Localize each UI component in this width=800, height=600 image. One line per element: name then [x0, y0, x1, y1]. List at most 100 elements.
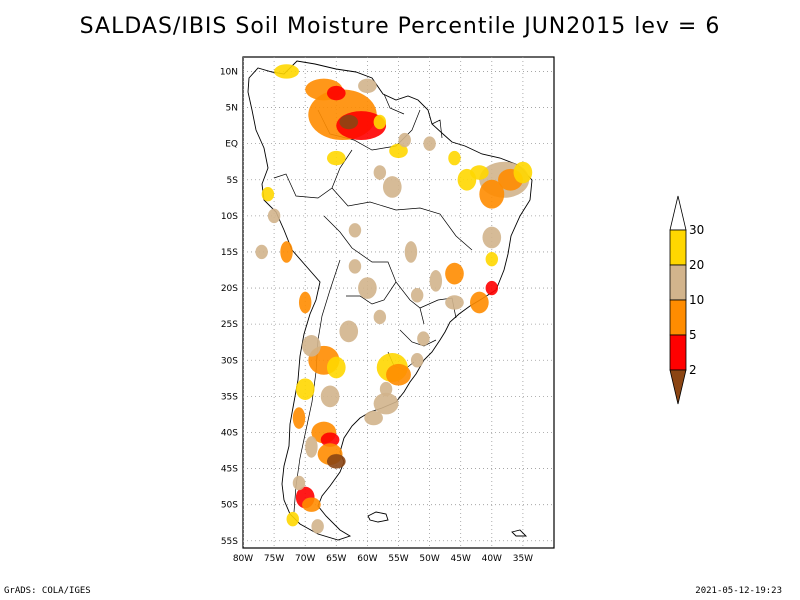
- moisture-patch: [302, 497, 321, 512]
- lat-tick-label: 10N: [220, 67, 238, 77]
- lon-tick-label: 35W: [513, 554, 533, 564]
- lon-tick-label: 80W: [233, 554, 253, 564]
- legend-label: 2: [689, 363, 697, 377]
- moisture-patch: [364, 410, 383, 426]
- moisture-patch: [339, 114, 359, 130]
- island-east: [511, 529, 528, 537]
- lon-tick-label: 65W: [326, 554, 346, 564]
- legend-bin-bottom: [669, 369, 687, 405]
- moisture-patch: [410, 288, 424, 303]
- moisture-patch: [302, 334, 321, 357]
- moisture-patch: [373, 165, 387, 180]
- moisture-patch: [373, 392, 399, 415]
- moisture-patch: [358, 78, 377, 94]
- moisture-patch: [423, 136, 436, 151]
- legend-bin-top: [669, 195, 687, 231]
- lat-tick-label: 5N: [226, 104, 238, 114]
- moisture-patch: [373, 114, 387, 130]
- moisture-patch: [274, 64, 299, 79]
- map-frame: [242, 56, 555, 549]
- colorbar-legend: 30 20 10 5 2: [669, 195, 704, 405]
- legend-bin: [669, 334, 687, 371]
- lat-tick-label: 15S: [221, 248, 238, 258]
- map-title: SALDAS/IBIS Soil Moisture Percentile JUN…: [79, 14, 721, 39]
- longitude-labels: 80W 75W 70W 65W 60W 55W 50W 45W 40W 35W: [233, 554, 533, 564]
- moisture-patch: [255, 244, 268, 260]
- latitude-labels: 10N 5N EQ 5S 10S 15S 20S 25S 30S 35S 40S 45S 50S 55S: [220, 67, 238, 546]
- moisture-patch: [485, 251, 499, 267]
- continent-group: [247, 60, 533, 541]
- lon-tick-label: 50W: [419, 554, 439, 564]
- lon-tick-label: 70W: [295, 554, 315, 564]
- legend-label: 30: [689, 223, 704, 237]
- lat-tick-label: 50S: [221, 501, 238, 511]
- moisture-patch: [326, 454, 346, 469]
- moisture-patch: [417, 331, 430, 346]
- moisture-patch: [267, 208, 281, 224]
- moisture-patch: [298, 291, 312, 314]
- moisture-patch: [479, 179, 505, 209]
- moisture-patch: [457, 168, 477, 191]
- moisture-patch: [429, 270, 443, 292]
- moisture-patch: [348, 259, 362, 274]
- moisture-patch: [320, 432, 340, 447]
- moisture-patch: [386, 363, 411, 386]
- legend-bin: [669, 299, 687, 336]
- moisture-patch: [339, 320, 359, 343]
- moisture-patch: [404, 241, 418, 263]
- moisture-patch: [292, 407, 306, 429]
- falkland-islands: [367, 511, 389, 523]
- moisture-patch: [485, 280, 499, 296]
- lat-tick-label: 55S: [221, 537, 238, 547]
- lat-tick-label: 10S: [221, 212, 238, 222]
- moisture-patch: [482, 226, 502, 249]
- moisture-patch: [286, 511, 299, 527]
- lon-tick-label: 40W: [482, 554, 502, 564]
- moisture-patch: [348, 223, 362, 238]
- moisture-patch: [445, 262, 464, 285]
- moisture-patch: [470, 291, 489, 314]
- moisture-patch: [379, 381, 393, 397]
- moisture-patch: [398, 132, 411, 148]
- moisture-patch: [448, 150, 461, 166]
- south-america-outline: [247, 60, 533, 541]
- moisture-patch: [295, 378, 315, 400]
- lon-tick-label: 60W: [357, 554, 377, 564]
- lon-tick-label: 55W: [388, 554, 408, 564]
- footer-timestamp: 2021-05-12-19:23: [695, 586, 782, 596]
- moisture-patch: [280, 241, 293, 263]
- legend-label: 5: [689, 328, 697, 342]
- moisture-patch: [326, 85, 346, 101]
- legend-bin: [669, 229, 687, 266]
- footer-credit: GrADS: COLA/IGES: [4, 586, 91, 596]
- lat-tick-label: 5S: [227, 176, 239, 186]
- moisture-patch: [358, 277, 377, 299]
- moisture-patch: [373, 309, 387, 325]
- lon-tick-label: 75W: [264, 554, 284, 564]
- legend-label: 10: [689, 293, 704, 307]
- legend-label: 20: [689, 258, 704, 272]
- moisture-patch: [320, 385, 340, 408]
- moisture-patch: [305, 436, 318, 458]
- lat-tick-label: 40S: [221, 428, 238, 438]
- lat-tick-label: 45S: [221, 465, 238, 475]
- lon-tick-label: 45W: [451, 554, 471, 564]
- moisture-patch: [261, 186, 275, 202]
- soil-moisture-patches: [255, 64, 533, 534]
- moisture-patch: [513, 161, 533, 184]
- lat-tick-label: 20S: [221, 284, 238, 294]
- moisture-patch: [326, 150, 346, 166]
- lat-tick-label: EQ: [225, 140, 238, 150]
- moisture-patch: [292, 475, 306, 491]
- lat-tick-label: 35S: [221, 392, 238, 402]
- lat-tick-label: 30S: [221, 356, 238, 366]
- lat-tick-label: 25S: [221, 320, 238, 330]
- moisture-patch: [382, 176, 402, 198]
- legend-bin: [669, 264, 687, 301]
- moisture-patch: [311, 519, 324, 534]
- moisture-patch: [445, 295, 464, 310]
- moisture-patch: [389, 143, 408, 159]
- moisture-patch: [410, 353, 424, 368]
- moisture-patch: [326, 356, 346, 379]
